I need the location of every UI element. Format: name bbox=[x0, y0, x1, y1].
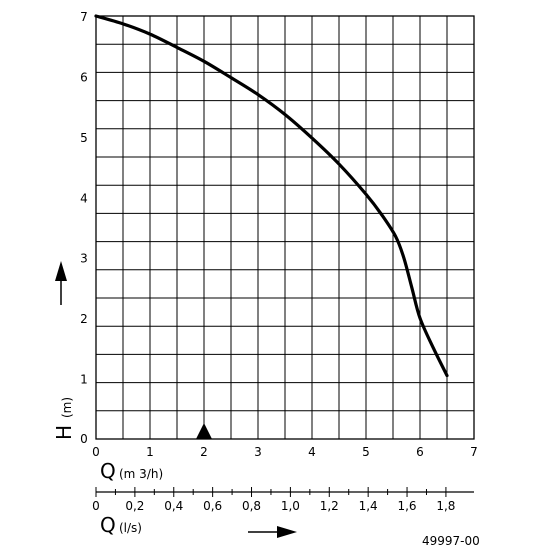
x-tick-label: 7 bbox=[470, 445, 478, 459]
x-tick-label: 0 bbox=[92, 445, 100, 459]
plot-frame bbox=[95, 15, 475, 440]
x-tick-label: 5 bbox=[362, 445, 370, 459]
x-tick-label: 4 bbox=[308, 445, 316, 459]
secondary-axis-unit: (l/s) bbox=[119, 521, 142, 535]
secondary-tick-label: 0,4 bbox=[164, 499, 183, 513]
x-tick-label: 2 bbox=[200, 445, 208, 459]
grid bbox=[95, 15, 475, 440]
y-tick-label: 0 bbox=[80, 432, 88, 446]
y-axis-unit: (m) bbox=[60, 397, 74, 418]
y-tick-label: 1 bbox=[80, 373, 88, 387]
secondary-tick-label: 0 bbox=[92, 499, 100, 513]
right-arrow-icon bbox=[248, 526, 297, 538]
marker-triangle-icon bbox=[196, 423, 212, 439]
secondary-tick-label: 0,8 bbox=[242, 499, 261, 513]
secondary-axis: 0 0,2 0,4 0,6 0,8 1,0 1,2 1,4 1,6 1,8 bbox=[92, 487, 474, 513]
secondary-tick-label: 1,8 bbox=[436, 499, 455, 513]
secondary-axis-label: Q bbox=[100, 513, 116, 537]
y-tick-label: 7 bbox=[80, 10, 88, 24]
tick-labels: 0 1 2 3 4 5 6 7 1 2 3 4 5 6 7 0 bbox=[80, 10, 478, 459]
x-tick-label: 6 bbox=[416, 445, 424, 459]
pump-curve-line bbox=[94, 14, 449, 378]
y-tick-label: 3 bbox=[80, 252, 88, 266]
secondary-tick-label: 1,6 bbox=[397, 499, 416, 513]
x-axis-label: Q bbox=[100, 459, 116, 483]
y-tick-label: 2 bbox=[80, 312, 88, 326]
x-tick-label: 3 bbox=[254, 445, 262, 459]
secondary-tick-label: 1,2 bbox=[320, 499, 339, 513]
y-tick-label: 5 bbox=[80, 131, 88, 145]
x-axis-unit: (m 3/h) bbox=[119, 467, 163, 481]
secondary-tick-label: 0,6 bbox=[203, 499, 222, 513]
secondary-tick-label: 1,4 bbox=[359, 499, 378, 513]
y-tick-label: 4 bbox=[80, 191, 88, 205]
x-tick-label: 1 bbox=[146, 445, 154, 459]
up-arrow-icon bbox=[55, 261, 67, 305]
secondary-tick-label: 1,0 bbox=[281, 499, 300, 513]
y-tick-label: 6 bbox=[80, 70, 88, 84]
secondary-tick-label: 0,2 bbox=[125, 499, 144, 513]
y-axis-label: H bbox=[52, 425, 76, 440]
figure-code: 49997-00 bbox=[422, 534, 480, 548]
curves bbox=[94, 14, 449, 439]
